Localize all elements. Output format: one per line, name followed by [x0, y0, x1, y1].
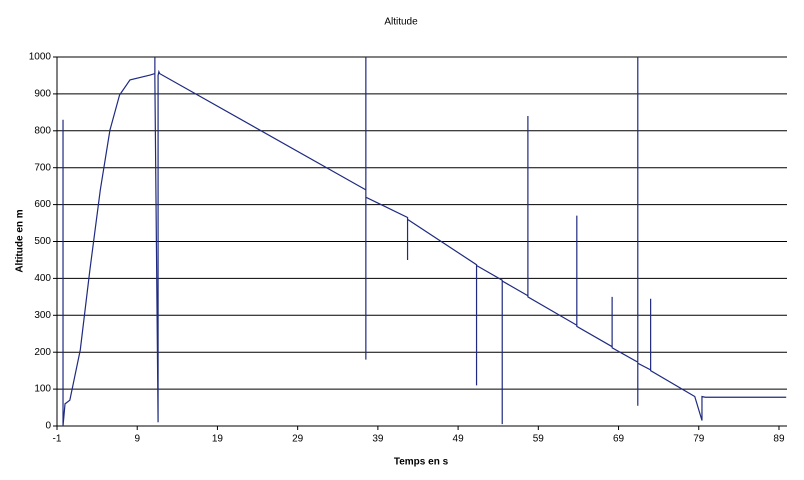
- y-tick-label: 1000: [29, 52, 52, 63]
- y-tick-label: 700: [34, 162, 51, 173]
- y-tick-label: 400: [34, 273, 51, 284]
- y-tick-label: 900: [34, 89, 51, 100]
- x-tick-label: 69: [613, 434, 625, 445]
- x-tick-label: -1: [53, 434, 62, 445]
- x-tick-label: 89: [773, 434, 785, 445]
- x-tick-label: 19: [212, 434, 224, 445]
- chart-title: Altitude: [384, 17, 418, 28]
- y-tick-label: 100: [34, 384, 51, 395]
- x-axis-label: Temps en s: [394, 457, 449, 468]
- y-tick-label: 0: [45, 421, 51, 432]
- y-tick-label: 500: [34, 236, 51, 247]
- x-tick-label: 39: [372, 434, 384, 445]
- y-tick-label: 300: [34, 310, 51, 321]
- x-tick-label: 79: [693, 434, 705, 445]
- x-tick-label: 59: [533, 434, 545, 445]
- y-axis-label: Altitude en m: [15, 209, 26, 272]
- x-tick-label: 29: [292, 434, 304, 445]
- y-tick-label: 600: [34, 199, 51, 210]
- x-tick-label: 49: [453, 434, 465, 445]
- x-tick-label: 9: [134, 434, 140, 445]
- data-line: [62, 57, 787, 427]
- y-tick-label: 800: [34, 125, 51, 136]
- y-tick-label: 200: [34, 347, 51, 358]
